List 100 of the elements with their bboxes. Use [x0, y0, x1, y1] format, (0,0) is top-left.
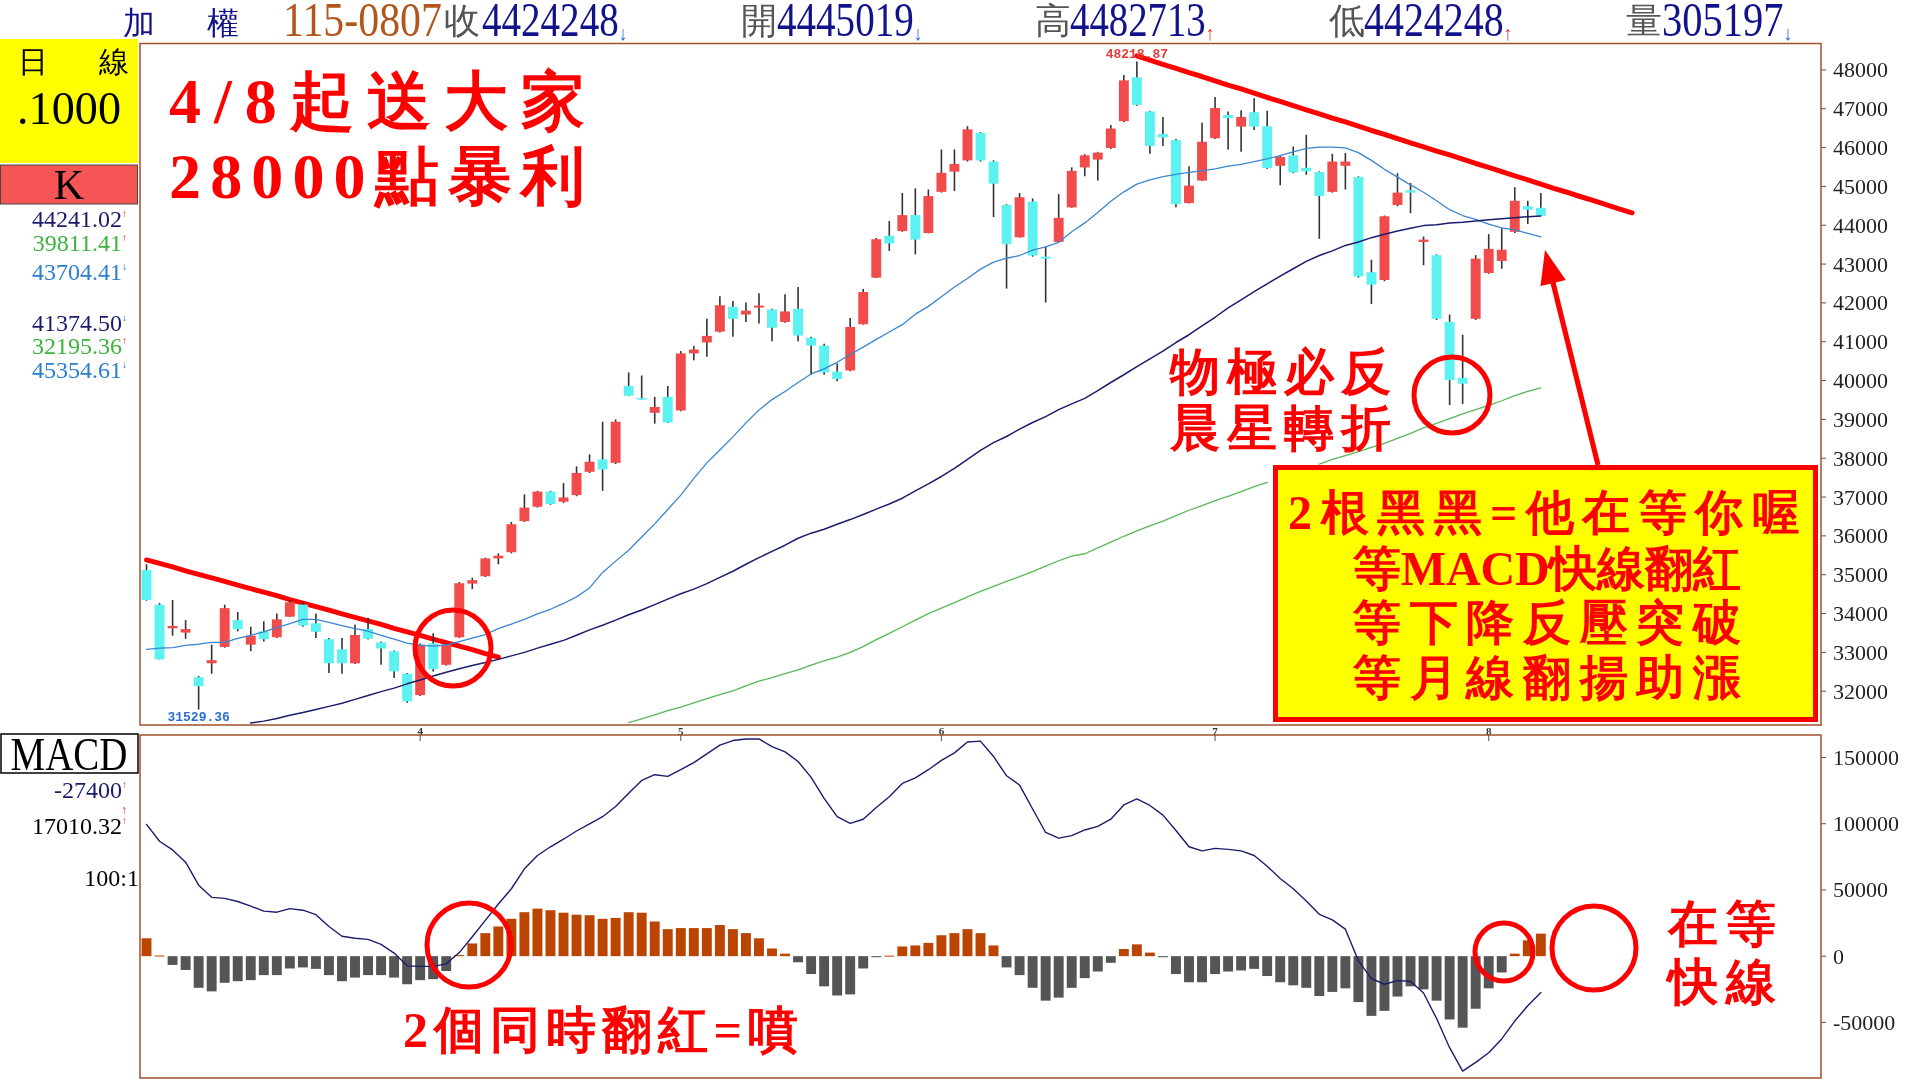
candlestick: [1105, 124, 1116, 150]
bar: [1249, 956, 1260, 969]
annotation: 2根黑黑=他在等你喔: [1288, 486, 1800, 539]
bar: [1014, 956, 1025, 976]
line-series: [145, 738, 1542, 1072]
candlestick: [271, 612, 282, 639]
bar: [793, 956, 804, 963]
candlestick: [988, 159, 999, 218]
bar: [1457, 956, 1468, 1028]
candlestick: [1457, 333, 1468, 405]
bar: [819, 956, 830, 987]
bar: [219, 956, 230, 983]
bar: [141, 938, 152, 957]
bar: [350, 956, 360, 978]
candlestick: [1184, 165, 1194, 205]
y-tick-label: 48000: [1833, 57, 1888, 83]
bar: [232, 956, 243, 982]
candlestick: [1405, 182, 1416, 214]
bar: [1066, 956, 1077, 988]
annotation: 4445019$_{↓}$: [777, 0, 922, 46]
bar: [1184, 956, 1194, 983]
bar: [962, 929, 973, 957]
bar: [1262, 956, 1273, 977]
bar: [545, 910, 556, 957]
y-tick-label: 36000: [1833, 523, 1888, 549]
bar: [1444, 956, 1455, 1020]
y-tick-label: 33000: [1833, 639, 1888, 665]
bar: [1197, 956, 1207, 983]
bar: [1171, 956, 1181, 975]
bar: [519, 912, 530, 957]
y-tick-label: 100000: [1833, 811, 1899, 837]
y-tick-label: 0: [1833, 943, 1844, 969]
candlestick: [584, 453, 595, 474]
candlestick: [180, 619, 191, 640]
candlestick: [389, 649, 400, 679]
bar: [897, 946, 908, 957]
bar: [310, 956, 321, 969]
bar: [1314, 956, 1325, 997]
candlestick: [806, 335, 817, 376]
bar: [1496, 956, 1507, 973]
bar: [297, 956, 308, 968]
bar: [389, 956, 400, 978]
bar: [271, 956, 282, 976]
bar: [363, 956, 373, 976]
annotation: 在等: [1667, 896, 1776, 952]
text: 加 權: [123, 5, 239, 41]
text: 41374.50$^{↓}$: [31, 310, 127, 336]
bar: [754, 938, 764, 957]
text: 43704.41$^{↓}$: [31, 259, 127, 285]
y-tick-label: 44000: [1833, 212, 1888, 238]
annotation: 晨星轉折: [1169, 400, 1391, 456]
text: .1000: [17, 83, 121, 134]
text: 低: [1329, 1, 1365, 41]
candlestick: [1288, 145, 1299, 174]
bar: [988, 945, 999, 957]
annotation: 4424248$_{↓}$: [482, 0, 627, 46]
candlestick: [597, 420, 608, 492]
y-tick-label: 34000: [1833, 601, 1888, 627]
bar: [701, 928, 712, 957]
bar: [1288, 956, 1299, 986]
annotation: 4/8起送大家: [169, 66, 585, 137]
text: 44241.02$^{↑}$: [31, 206, 127, 232]
bar: [649, 921, 660, 957]
bar: [806, 956, 817, 975]
text: 32195.36$^{↑}$: [31, 333, 127, 359]
candlestick: [780, 293, 790, 324]
bar: [610, 917, 621, 957]
text: -27400$^{↑}$: [53, 777, 127, 803]
y-tick-label: 37000: [1833, 484, 1888, 510]
bar: [1431, 956, 1442, 1001]
bar: [727, 929, 738, 957]
bar: [1353, 956, 1364, 1003]
candlestick: [1249, 97, 1260, 131]
y-tick-label: 35000: [1833, 562, 1888, 588]
x-tick-label: 5: [678, 724, 685, 737]
y-tick-label: 40000: [1833, 368, 1888, 394]
candlestick: [519, 493, 530, 523]
bar: [949, 933, 960, 957]
bar: [675, 928, 686, 957]
annotation: 等MACD快線翻紅: [1352, 542, 1741, 595]
text: 日 線: [18, 45, 129, 78]
text: 高: [1035, 1, 1071, 41]
x-tick-label: 8: [1485, 724, 1492, 737]
bar: [1340, 956, 1351, 989]
bar: [402, 956, 413, 985]
bar: [571, 914, 582, 957]
candlestick: [310, 612, 321, 639]
text: 45354.61$^{↓}$: [31, 357, 127, 383]
x-tick-label: 7: [1212, 724, 1219, 737]
text: MACD: [10, 729, 128, 780]
bar: [845, 956, 856, 995]
bar: [910, 945, 921, 957]
bar: [767, 948, 777, 957]
candlestick: [441, 642, 452, 667]
bar: [936, 935, 947, 957]
y-tick-label: 39000: [1833, 406, 1888, 432]
candlestick: [558, 482, 569, 504]
candlestick: [1496, 227, 1507, 270]
bar: [584, 915, 595, 957]
bar: [376, 956, 387, 976]
